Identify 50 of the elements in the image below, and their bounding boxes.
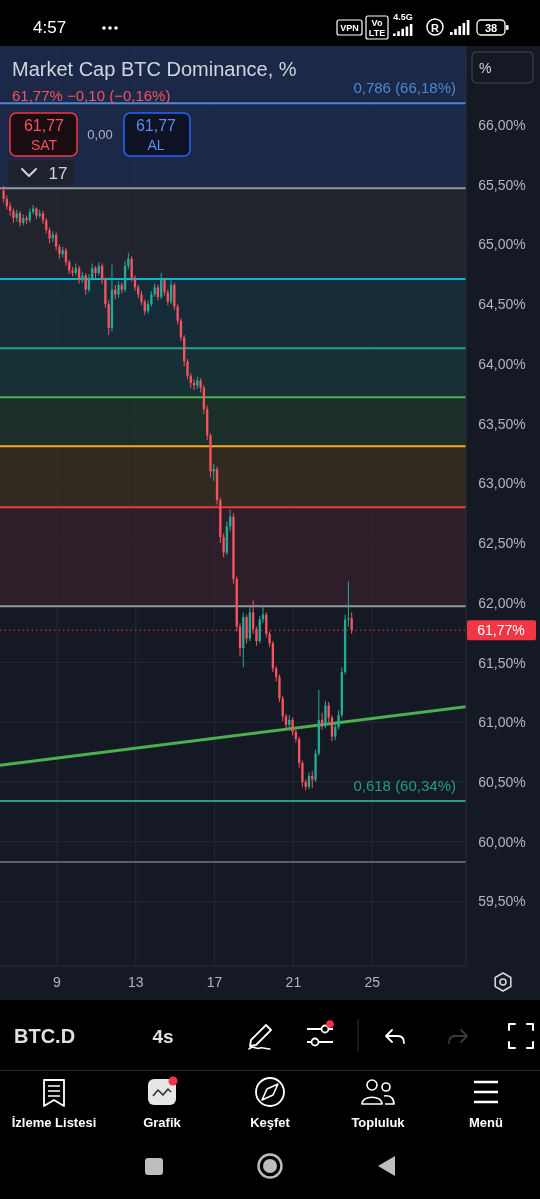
text: BTC.D xyxy=(14,1025,76,1047)
text: Grafik xyxy=(143,1115,182,1130)
y-tick-label: 64,50% xyxy=(478,296,526,313)
y-tick-label: 63,00% xyxy=(478,475,526,492)
y-tick-label: 59,50% xyxy=(478,893,526,910)
text: Keşfet xyxy=(250,1115,291,1130)
y-tick-label: 61,50% xyxy=(478,654,526,671)
y-tick-label: 65,50% xyxy=(478,176,526,193)
y-tick-label: 60,50% xyxy=(478,774,526,790)
text: Market Cap BTC Dominance, % xyxy=(12,58,297,80)
y-tick-label: 66,00% xyxy=(478,116,526,133)
annotation: 0,00 xyxy=(87,127,113,142)
text: 4:57 xyxy=(33,18,67,37)
ref-line-label: 61,77% xyxy=(477,622,525,639)
x-tick-label: 21 xyxy=(285,974,302,990)
text: VPN xyxy=(340,23,359,33)
text: Topluluk xyxy=(351,1115,406,1130)
text: 38 xyxy=(484,21,498,34)
annotation: 61,77 xyxy=(23,117,65,134)
text: İzleme Listesi xyxy=(11,1115,97,1130)
text: Menü xyxy=(469,1115,504,1130)
text: % xyxy=(479,60,492,76)
x-tick-label: 17 xyxy=(206,974,223,990)
y-tick-label: 63,50% xyxy=(478,415,526,432)
x-tick-label: 25 xyxy=(364,974,381,990)
y-tick-label: 65,00% xyxy=(478,236,526,253)
text: 4.5G xyxy=(393,12,413,22)
x-tick-label: 13 xyxy=(127,974,144,990)
candlestick xyxy=(320,712,324,730)
candlestick xyxy=(324,700,327,729)
y-tick-label: 64,00% xyxy=(478,355,526,372)
x-tick-label: 9 xyxy=(53,974,62,990)
text: LTE xyxy=(368,28,386,38)
text: 61,77% −0,10 (−0,16%) xyxy=(12,87,171,104)
y-tick-label: 61,00% xyxy=(478,714,526,731)
annotation: 61,77 xyxy=(135,117,177,134)
y-tick-label: 60,00% xyxy=(478,833,526,850)
y-tick-label: 62,50% xyxy=(478,535,526,552)
annotation: SAT xyxy=(30,137,58,153)
ref-line-label: 0,618 (60,34%) xyxy=(353,777,456,795)
ref-line-label: 0,786 (66,18%) xyxy=(353,79,456,97)
candlestick xyxy=(350,611,353,635)
annotation: AL xyxy=(147,137,165,153)
text: Vo xyxy=(371,18,383,28)
annotation: 17 xyxy=(48,164,68,183)
text: R xyxy=(431,21,440,34)
candlestick xyxy=(245,614,248,644)
candlestick xyxy=(84,272,87,296)
y-tick-label: 62,00% xyxy=(478,594,526,611)
text: 4s xyxy=(152,1026,174,1047)
